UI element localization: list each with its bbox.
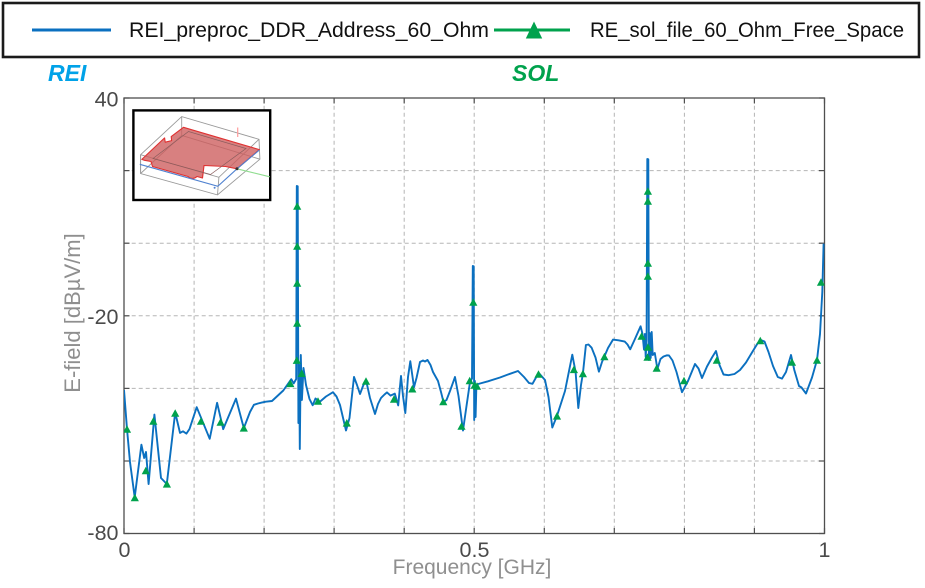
svg-text:SOL: SOL (512, 60, 559, 86)
svg-text:-80: -80 (87, 521, 118, 545)
svg-text:REI: REI (48, 60, 87, 86)
svg-text:0: 0 (119, 538, 131, 562)
svg-text:E-field [dBµV/m]: E-field [dBµV/m] (60, 233, 85, 392)
svg-text:0.5: 0.5 (460, 538, 490, 562)
svg-text:-20: -20 (87, 305, 118, 329)
svg-text:Frequency [GHz]: Frequency [GHz] (393, 556, 552, 579)
svg-text:RE_sol_file_60_Ohm_Free_Space: RE_sol_file_60_Ohm_Free_Space (590, 19, 904, 42)
svg-text:1: 1 (819, 538, 831, 562)
svg-text:40: 40 (95, 88, 119, 112)
svg-text:REI_preproc_DDR_Address_60_Ohm: REI_preproc_DDR_Address_60_Ohm (129, 19, 489, 42)
